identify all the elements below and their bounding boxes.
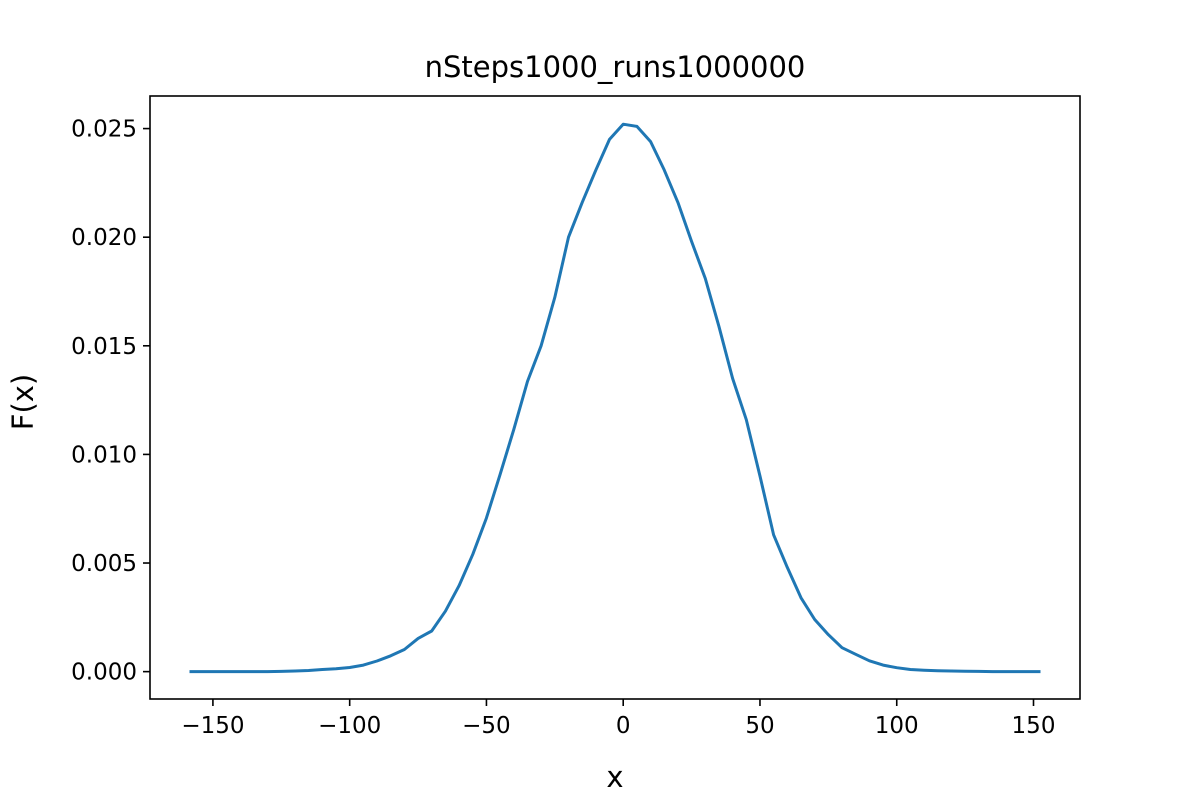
x-tick-label: 50 [745,713,774,739]
x-tick-label: −50 [462,713,511,739]
y-tick-label: 0.020 [71,225,137,251]
y-tick-label: 0.000 [71,660,137,686]
x-axis-label: x [606,760,623,794]
y-tick-label: 0.025 [71,117,137,143]
x-tick-label: 100 [875,713,919,739]
y-tick-label: 0.015 [71,334,137,360]
x-tick-label: 150 [1012,713,1056,739]
y-axis-ticks: 0.000 0.005 0.010 0.015 0.020 0.025 [71,117,150,686]
y-tick-label: 0.010 [71,442,137,468]
plot-frame [149,95,1081,700]
x-tick-label: −100 [318,713,381,739]
x-tick-label: 0 [616,713,631,739]
y-axis-label: F(x) [6,374,40,430]
x-tick-label: −150 [181,713,244,739]
chart-title: nSteps1000_runs1000000 [425,50,806,84]
y-tick-label: 0.005 [71,551,137,577]
x-axis-ticks: −150 −100 −50 0 50 100 150 [181,699,1055,739]
series-line [189,122,1041,674]
